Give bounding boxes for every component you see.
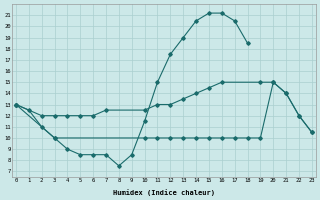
X-axis label: Humidex (Indice chaleur): Humidex (Indice chaleur) <box>113 189 215 196</box>
